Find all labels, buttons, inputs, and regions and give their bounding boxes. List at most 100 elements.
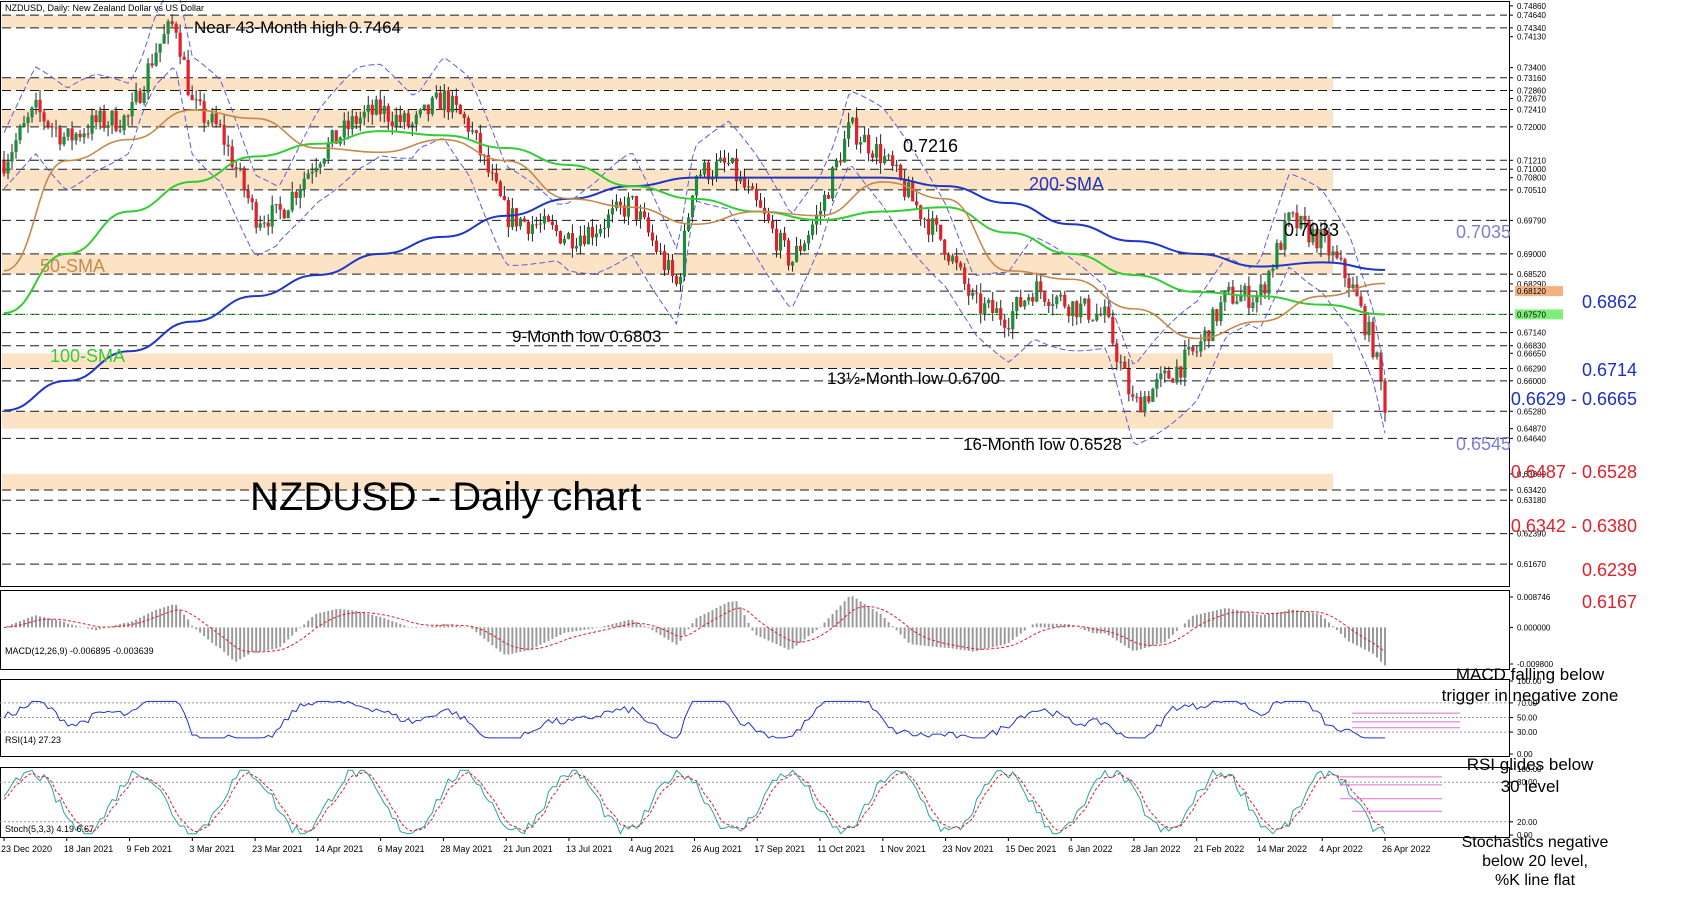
candle-body xyxy=(891,155,895,167)
candle-body xyxy=(398,114,402,122)
candle-body xyxy=(278,204,282,210)
rsi-tick-label: 70.00 xyxy=(1517,699,1538,708)
candle-body xyxy=(78,133,82,138)
panel-frame-0 xyxy=(0,1,1510,587)
stoch-note-line-2: below 20 level, xyxy=(1482,853,1588,870)
candle-body xyxy=(1379,352,1383,381)
candle-body xyxy=(1083,298,1087,304)
candle-body xyxy=(538,223,542,225)
candle-body xyxy=(987,300,991,304)
stoch-tick-label: 20.00 xyxy=(1517,818,1538,827)
candle-body xyxy=(650,232,655,241)
candle-body xyxy=(754,188,759,201)
candle-body xyxy=(178,32,182,57)
time-tick-label: 28 Jan 2022 xyxy=(1131,844,1181,854)
price-tick-label: 0.64640 xyxy=(1517,434,1546,443)
macd-note-line-2: trigger in negative zone xyxy=(1442,686,1619,705)
candle-body xyxy=(722,157,727,163)
candle-body xyxy=(502,196,506,200)
level-label-5: 0.6487 - 0.6528 xyxy=(1511,462,1637,482)
price-tick-label: 0.63180 xyxy=(1517,496,1546,505)
candle-body xyxy=(286,210,290,219)
candle-body xyxy=(1147,396,1151,402)
candle-body xyxy=(70,128,74,141)
candle-body xyxy=(362,111,366,118)
candle-body xyxy=(1159,373,1163,380)
candle-body xyxy=(506,199,510,228)
candle-body xyxy=(346,120,350,130)
sma50-line xyxy=(3,109,1386,340)
candle-body xyxy=(638,211,643,220)
candle-body xyxy=(1143,396,1147,413)
candle-body xyxy=(138,90,142,104)
zone-0 xyxy=(2,15,1333,28)
price-tick-label: 0.70510 xyxy=(1517,186,1546,195)
candle-body xyxy=(578,235,583,247)
candle-body xyxy=(494,172,498,182)
time-tick-label: 11 Oct 2021 xyxy=(817,844,865,854)
time-tick-label: 4 Aug 2021 xyxy=(629,844,675,854)
candle-body xyxy=(1139,396,1143,413)
candle-body xyxy=(1183,349,1187,378)
rsi-header: RSI(14) 27.23 xyxy=(5,735,61,745)
candle-body xyxy=(1343,259,1347,279)
candle-body xyxy=(1091,319,1095,321)
price-tick-label: 0.72670 xyxy=(1517,95,1546,104)
zone-6 xyxy=(2,411,1333,429)
candle-body xyxy=(1035,281,1039,302)
level-label-8: 0.6167 xyxy=(1582,592,1637,612)
candle-body xyxy=(919,205,923,220)
candle-body xyxy=(1295,212,1299,229)
candle-body xyxy=(1087,298,1091,320)
candle-body xyxy=(514,208,518,227)
candle-body xyxy=(610,208,615,215)
zone-5 xyxy=(2,353,1333,369)
candle-body xyxy=(150,63,154,66)
candle-body xyxy=(726,162,731,164)
candle-body xyxy=(50,126,54,128)
candle-body xyxy=(1339,257,1343,260)
candle-body xyxy=(770,220,775,229)
candle-body xyxy=(294,191,298,198)
candle-body xyxy=(1271,268,1275,272)
oscillator-panels: 0.008746 0.000000 -0.009800 100.00 70.00 50.0… xyxy=(0,593,1554,840)
candle-body xyxy=(342,120,346,138)
stoch-k-line xyxy=(3,769,1386,835)
candle-body xyxy=(1135,396,1139,398)
candle-body xyxy=(1019,297,1023,307)
candle-body xyxy=(1291,212,1295,214)
candle-body xyxy=(786,240,791,266)
candle-body xyxy=(322,158,326,164)
level-label-1: 0.6862 xyxy=(1582,292,1637,312)
time-tick-label: 15 Dec 2021 xyxy=(1005,844,1056,854)
panel-frame-1 xyxy=(0,590,1510,670)
price-tag-bg xyxy=(1515,286,1563,297)
candle-body xyxy=(1179,366,1183,378)
candle-body xyxy=(915,201,919,206)
candle-body xyxy=(542,216,546,224)
candle-body xyxy=(146,63,150,93)
candle-body xyxy=(518,218,522,227)
candle-body xyxy=(642,211,647,218)
candle-body xyxy=(658,251,663,253)
time-tick-label: 6 May 2021 xyxy=(378,844,425,854)
candle-body xyxy=(1219,302,1223,322)
annotation-peak-7216: 0.7216 xyxy=(903,136,958,156)
candle-body xyxy=(698,174,703,177)
candle-body xyxy=(242,167,246,191)
candle-body xyxy=(522,218,526,222)
stoch-tick-label: 80.00 xyxy=(1517,778,1538,787)
stoch-note-line-3: %K line flat xyxy=(1495,872,1576,889)
candle-body xyxy=(390,121,394,127)
candle-body xyxy=(62,136,66,145)
candle-body xyxy=(210,113,214,123)
candle-body xyxy=(1383,380,1387,413)
candle-body xyxy=(694,176,699,196)
price-tick-label: 0.68520 xyxy=(1517,270,1546,279)
candle-body xyxy=(879,144,883,164)
candle-body xyxy=(822,194,827,211)
candle-body xyxy=(622,205,627,217)
candle-body xyxy=(94,115,98,123)
candle-body xyxy=(1347,278,1351,289)
